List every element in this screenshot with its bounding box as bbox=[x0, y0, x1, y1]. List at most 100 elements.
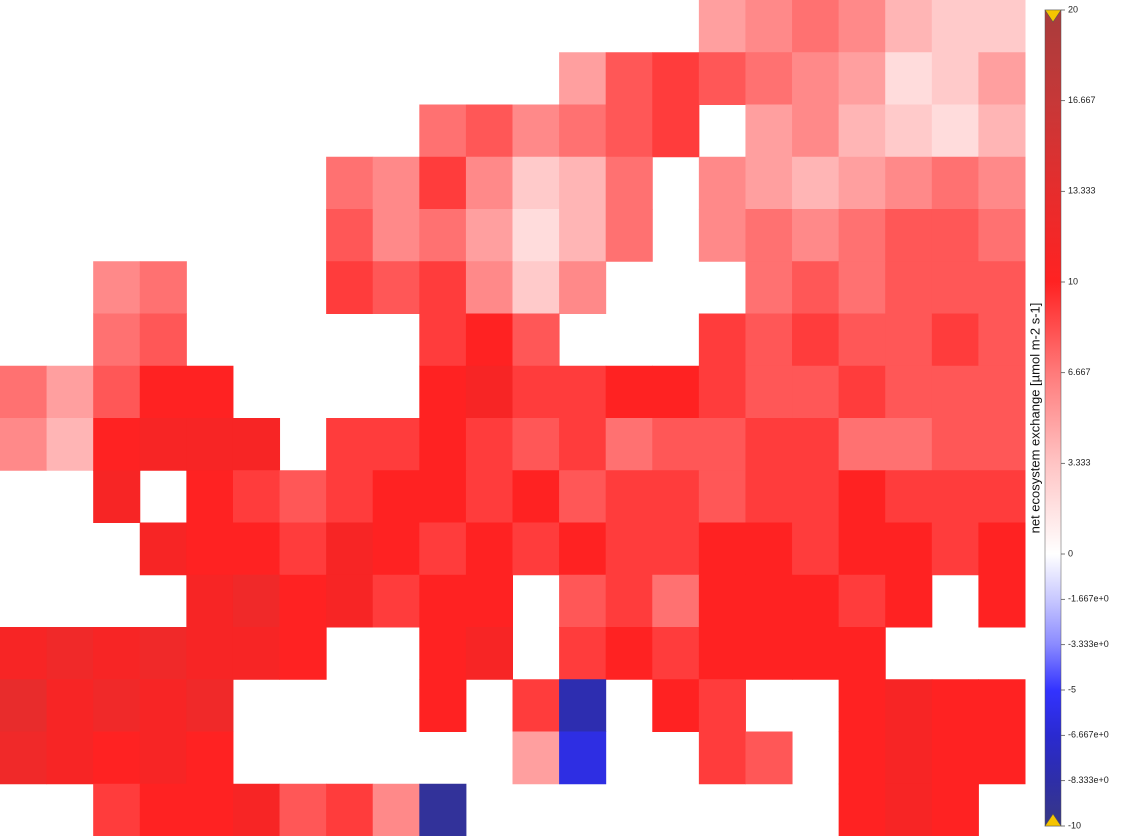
grid-cell bbox=[838, 627, 886, 680]
colorbar-tick-label: 0 bbox=[1068, 548, 1073, 558]
grid-cell bbox=[838, 574, 886, 628]
grid-cell bbox=[931, 418, 979, 471]
grid-cell bbox=[279, 470, 327, 523]
grid-cell bbox=[326, 418, 374, 471]
grid-cell bbox=[559, 574, 607, 628]
grid-cell bbox=[512, 522, 560, 576]
grid-cell bbox=[885, 209, 933, 262]
grid-cell bbox=[605, 104, 653, 158]
grid-cell bbox=[698, 365, 746, 419]
grid-cell bbox=[46, 679, 94, 732]
grid-cell bbox=[931, 52, 979, 105]
colorbar bbox=[1044, 9, 1062, 827]
grid-cell bbox=[745, 418, 793, 471]
grid-cell bbox=[46, 365, 94, 419]
grid-cell bbox=[186, 522, 234, 576]
grid-cell bbox=[186, 731, 234, 785]
grid-cell bbox=[512, 209, 560, 262]
grid-cell bbox=[372, 470, 420, 523]
grid-cell bbox=[792, 52, 840, 105]
grid-cell bbox=[419, 627, 467, 680]
grid-cell bbox=[232, 470, 281, 523]
grid-cell bbox=[186, 418, 234, 471]
grid-cell bbox=[372, 156, 420, 210]
grid-cell bbox=[838, 679, 886, 732]
grid-cell bbox=[93, 731, 141, 785]
grid-cell bbox=[139, 365, 187, 419]
grid-cell bbox=[978, 0, 1026, 53]
colorbar-tick-label: 10 bbox=[1068, 276, 1078, 286]
grid-cell bbox=[931, 470, 979, 523]
grid-cell bbox=[931, 156, 979, 210]
grid-cell bbox=[978, 156, 1026, 210]
grid-cell bbox=[419, 418, 467, 471]
grid-cell bbox=[186, 574, 234, 628]
grid-cell bbox=[652, 574, 700, 628]
grid-cell bbox=[93, 418, 141, 471]
grid-cell bbox=[372, 522, 420, 576]
grid-cell bbox=[512, 313, 560, 367]
grid-cell bbox=[559, 156, 607, 210]
grid-cell bbox=[931, 522, 979, 576]
grid-cell bbox=[139, 522, 187, 576]
grid-cell bbox=[885, 574, 933, 628]
grid-cell bbox=[0, 365, 48, 419]
grid-cell bbox=[885, 365, 933, 419]
colorbar-max-arrow bbox=[1044, 9, 1062, 23]
grid-cell bbox=[792, 209, 840, 262]
grid-cell bbox=[745, 156, 793, 210]
grid-cell bbox=[139, 418, 187, 471]
grid-cell bbox=[885, 679, 933, 732]
grid-cell bbox=[698, 731, 746, 785]
grid-cell bbox=[652, 52, 700, 105]
grid-cell bbox=[279, 783, 327, 836]
grid-cell bbox=[512, 731, 560, 785]
colorbar-ticks: 20 16.667 13.333 10 6.667 3.333 0 -1.667e+0 -3.3… bbox=[1061, 4, 1109, 830]
colorbar-tick-label: -3.333e+0 bbox=[1068, 639, 1109, 649]
grid-cell bbox=[605, 418, 653, 471]
grid-cell bbox=[698, 209, 746, 262]
grid-cell bbox=[745, 627, 793, 680]
grid-cell bbox=[465, 313, 513, 367]
grid-cell bbox=[698, 627, 746, 680]
grid-cell bbox=[372, 261, 420, 314]
grid-cell bbox=[559, 627, 607, 680]
grid-cell bbox=[0, 418, 48, 471]
grid-cell bbox=[232, 627, 281, 680]
grid-cell bbox=[419, 783, 467, 836]
grid-cell bbox=[745, 574, 793, 628]
grid-cell bbox=[745, 522, 793, 576]
grid-cell bbox=[186, 679, 234, 732]
grid-cell bbox=[46, 418, 94, 471]
grid-cell bbox=[559, 209, 607, 262]
grid-cell bbox=[931, 209, 979, 262]
grid-cell bbox=[326, 574, 374, 628]
grid-cell bbox=[978, 209, 1026, 262]
grid-cell bbox=[605, 574, 653, 628]
grid-cell bbox=[465, 365, 513, 419]
grid-cell bbox=[931, 783, 979, 836]
grid-cell bbox=[978, 52, 1026, 105]
grid-cell bbox=[885, 52, 933, 105]
grid-cell bbox=[605, 209, 653, 262]
colorbar-tick-label: 3.333 bbox=[1068, 458, 1091, 468]
colorbar-tick-label: -8.333e+0 bbox=[1068, 775, 1109, 785]
grid-cell bbox=[885, 783, 933, 836]
grid-cell bbox=[838, 313, 886, 367]
grid-cell bbox=[512, 156, 560, 210]
grid-cell bbox=[512, 365, 560, 419]
grid-cell bbox=[326, 522, 374, 576]
grid-cell bbox=[232, 574, 281, 628]
grid-cell bbox=[372, 574, 420, 628]
grid-cell bbox=[838, 365, 886, 419]
grid-cell bbox=[465, 627, 513, 680]
grid-cell bbox=[419, 313, 467, 367]
grid-cell bbox=[419, 522, 467, 576]
grid-cell bbox=[559, 418, 607, 471]
grid-cell bbox=[186, 365, 234, 419]
grid-cell bbox=[0, 627, 48, 680]
grid-cell bbox=[978, 470, 1026, 523]
grid-cell bbox=[419, 261, 467, 314]
grid-cell bbox=[0, 679, 48, 732]
